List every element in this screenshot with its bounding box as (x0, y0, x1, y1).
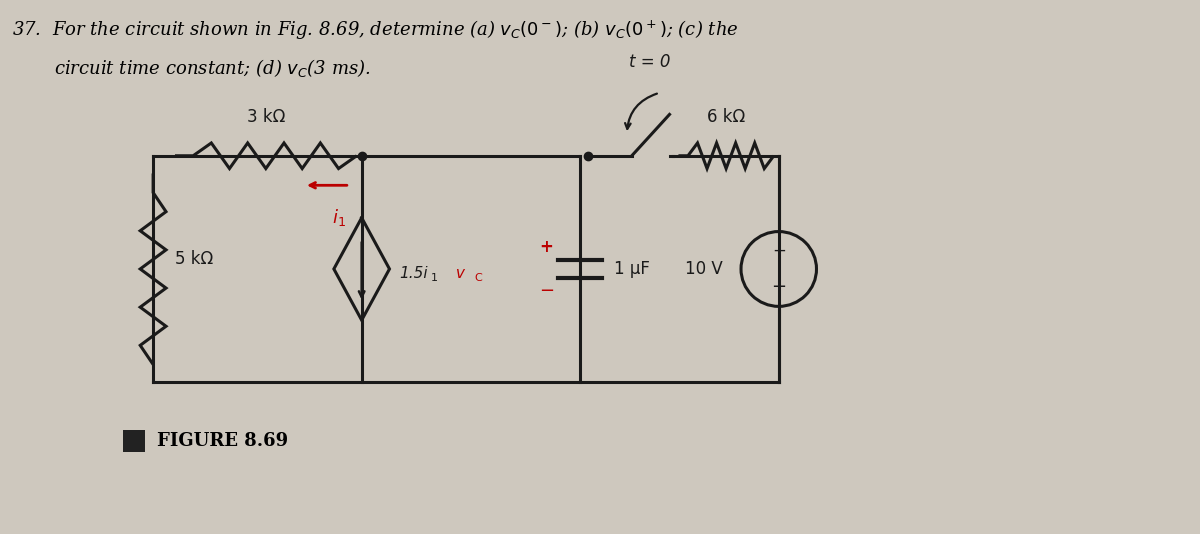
Text: 6 kΩ: 6 kΩ (707, 108, 745, 126)
Text: v: v (451, 266, 464, 281)
Text: 3 kΩ: 3 kΩ (247, 108, 286, 126)
Text: +: + (772, 242, 786, 260)
Text: 1 μF: 1 μF (614, 260, 649, 278)
Text: circuit time constant; (d) $v_C$(3 ms).: circuit time constant; (d) $v_C$(3 ms). (54, 57, 371, 80)
Text: FIGURE 8.69: FIGURE 8.69 (157, 432, 288, 450)
Text: t = 0: t = 0 (629, 53, 671, 71)
Text: −: − (539, 281, 554, 300)
Text: 5 kΩ: 5 kΩ (175, 250, 214, 268)
Text: C: C (474, 273, 481, 283)
Text: 10 V: 10 V (685, 260, 724, 278)
Text: 37.  For the circuit shown in Fig. 8.69, determine (a) $v_C(0^-)$; (b) $v_C(0^+): 37. For the circuit shown in Fig. 8.69, … (12, 18, 738, 41)
Text: 1: 1 (431, 273, 438, 283)
Text: +: + (540, 238, 553, 256)
FancyBboxPatch shape (124, 430, 145, 452)
Text: −: − (772, 278, 786, 296)
Text: 1.5i: 1.5i (400, 266, 428, 281)
Text: $i_1$: $i_1$ (332, 207, 346, 228)
